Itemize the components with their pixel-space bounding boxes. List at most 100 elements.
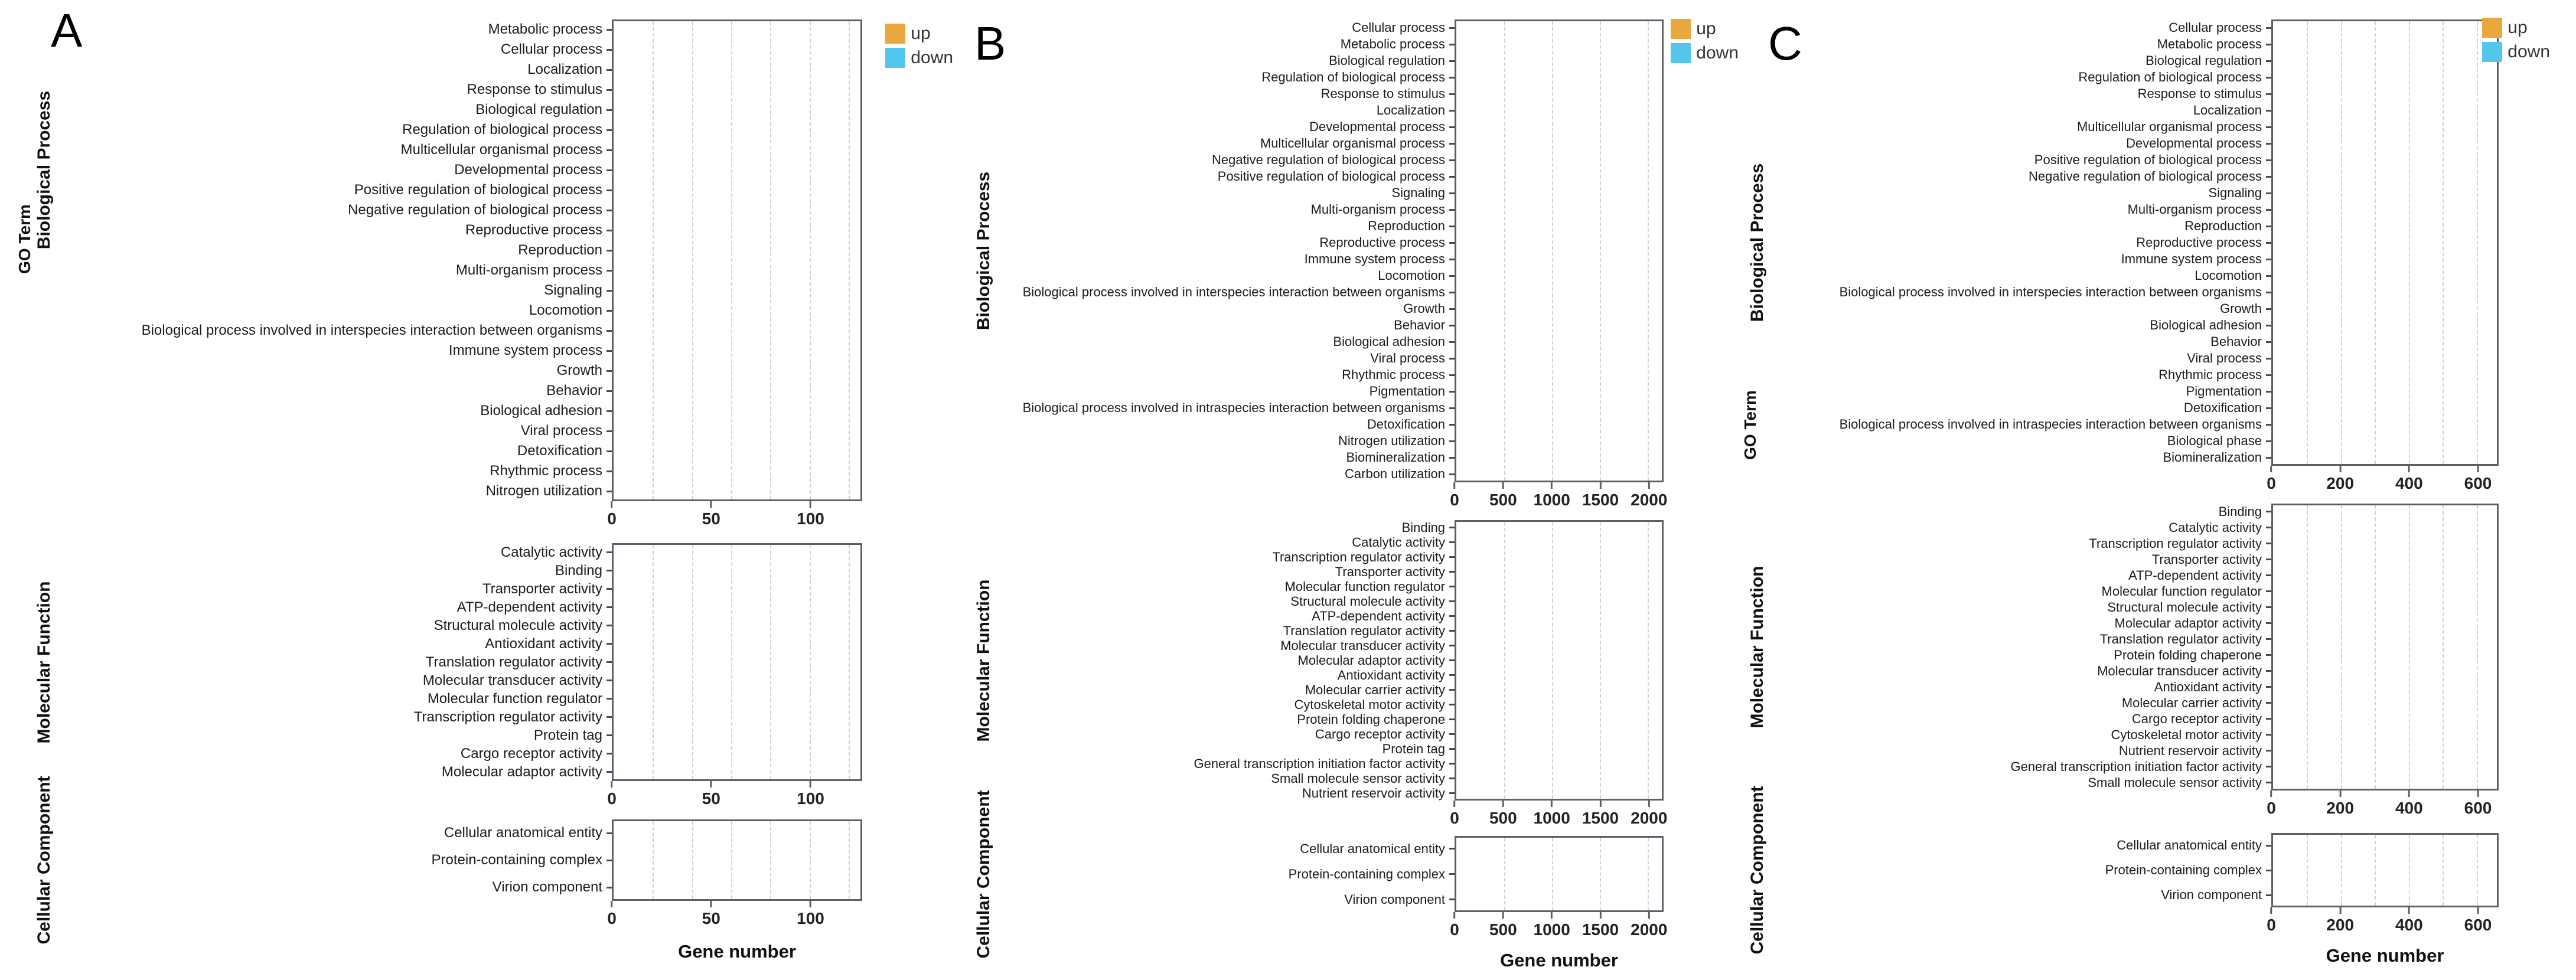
term-row [2273, 401, 2497, 418]
term-row [614, 61, 860, 81]
term-label: Small molecule sensor activity [969, 771, 1455, 786]
gridline [849, 21, 850, 499]
term-row [1456, 220, 1662, 236]
panel-a: A GO Term up down Biological Process Metaboli… [0, 0, 969, 980]
term-label-text: ATP-dependent activity [2128, 567, 2262, 583]
term-row [1456, 170, 1662, 187]
y-tick [1449, 899, 1455, 900]
term-row [614, 545, 860, 563]
y-tick [2266, 291, 2271, 293]
y-tick [1449, 407, 1455, 409]
x-tick: 2000 [1631, 912, 1667, 939]
x-tick: 50 [702, 901, 720, 928]
plot-area [612, 19, 862, 501]
x-tick: 600 [2464, 466, 2492, 493]
y-tick [1449, 630, 1455, 632]
term-label-text: Transcription regulator activity [1272, 549, 1445, 564]
y-tick [1449, 60, 1455, 62]
term-row [2273, 418, 2497, 435]
x-tick-label: 2000 [1631, 809, 1668, 827]
y-tick [2266, 390, 2271, 393]
term-row [614, 655, 860, 673]
x-tick-mark [1648, 912, 1650, 919]
x-tick: 50 [702, 781, 720, 808]
term-label: Structural molecule activity [1742, 599, 2271, 615]
section-label: Biological Process [1747, 163, 1767, 322]
term-label: Positive regulation of biological proces… [0, 180, 612, 200]
panel-letter: B [974, 17, 1006, 70]
x-tick-label: 2000 [1631, 491, 1668, 509]
x-tick-mark [1551, 482, 1553, 489]
term-label-text: Immune system process [2121, 251, 2262, 266]
term-label: Negative regulation of biological proces… [0, 200, 612, 220]
gridline [1551, 522, 1553, 799]
term-label-text: Multi-organism process [2127, 202, 2262, 217]
term-label-text: Localization [527, 61, 602, 77]
term-label: Locomotion [0, 300, 612, 321]
term-label-text: Cellular anatomical entity [444, 825, 602, 841]
x-tick: 500 [1489, 912, 1517, 939]
term-label: Virion component [0, 874, 612, 901]
gridline [2476, 21, 2478, 464]
term-label-text: Reproductive process [2136, 235, 2262, 250]
x-tick-mark [1502, 912, 1504, 919]
term-label-text: Cargo receptor activity [2131, 711, 2262, 726]
term-row [614, 383, 860, 403]
section-molecular-function: Molecular Function Catalytic activity Bind… [0, 543, 969, 814]
legend-up-swatch [1671, 19, 1691, 39]
term-row [614, 423, 860, 443]
term-label: Transporter activity [1742, 551, 2271, 567]
term-row [614, 600, 860, 618]
term-label: Negative regulation of biological proces… [1742, 168, 2271, 185]
gridline [2340, 505, 2342, 789]
y-tick [2266, 734, 2271, 736]
y-tick [2266, 574, 2271, 576]
x-tick-label: 400 [2395, 799, 2423, 817]
legend-down-label: down [911, 48, 953, 67]
y-tick [1449, 440, 1455, 442]
term-label: Behavior [1742, 334, 2271, 350]
term-label-text: Binding [1401, 520, 1445, 535]
y-tick [2266, 374, 2271, 376]
gridline [731, 545, 733, 779]
term-label: Detoxification [969, 416, 1455, 433]
term-label-text: Cellular anatomical entity [2117, 838, 2262, 852]
gridline [2340, 835, 2342, 906]
legend: up down [2482, 18, 2550, 62]
y-tick [2266, 894, 2271, 896]
x-tick-label: 500 [1489, 491, 1517, 509]
term-row [2273, 760, 2497, 776]
term-row [614, 563, 860, 582]
term-label: Nitrogen utilization [0, 481, 612, 501]
gridline [849, 821, 850, 899]
y-tick [606, 390, 612, 392]
gridline [2476, 505, 2478, 789]
term-label-text: Virion component [2161, 887, 2262, 902]
term-label: Cytoskeletal motor activity [969, 697, 1455, 712]
term-row [1456, 137, 1662, 153]
term-label-text: Cellular process [2169, 20, 2262, 35]
gridline [1551, 21, 1553, 481]
gridline [770, 545, 772, 779]
term-label-text: Small molecule sensor activity [2088, 775, 2262, 790]
term-label: Reproductive process [0, 220, 612, 240]
term-label-text: Locomotion [2195, 268, 2262, 283]
term-row [2273, 187, 2497, 203]
term-label-text: Growth [556, 362, 602, 378]
term-label: Developmental process [1742, 135, 2271, 152]
x-tick-label: 1500 [1582, 809, 1619, 827]
term-label-text: Metabolic process [488, 21, 602, 37]
term-label-text: Protein folding chaperone [1297, 711, 1445, 727]
term-label-text: Protein tag [1382, 741, 1445, 756]
term-row [614, 222, 860, 242]
plot-area [2271, 504, 2499, 790]
term-label-text: Protein tag [533, 727, 602, 743]
x-tick-label: 0 [607, 909, 617, 927]
y-tick [1449, 308, 1455, 310]
y-tick [1449, 527, 1455, 528]
term-row [2273, 54, 2497, 71]
section-label: Cellular Component [1747, 786, 1767, 955]
y-tick [2266, 208, 2271, 211]
term-label: Reproductive process [969, 234, 1455, 251]
